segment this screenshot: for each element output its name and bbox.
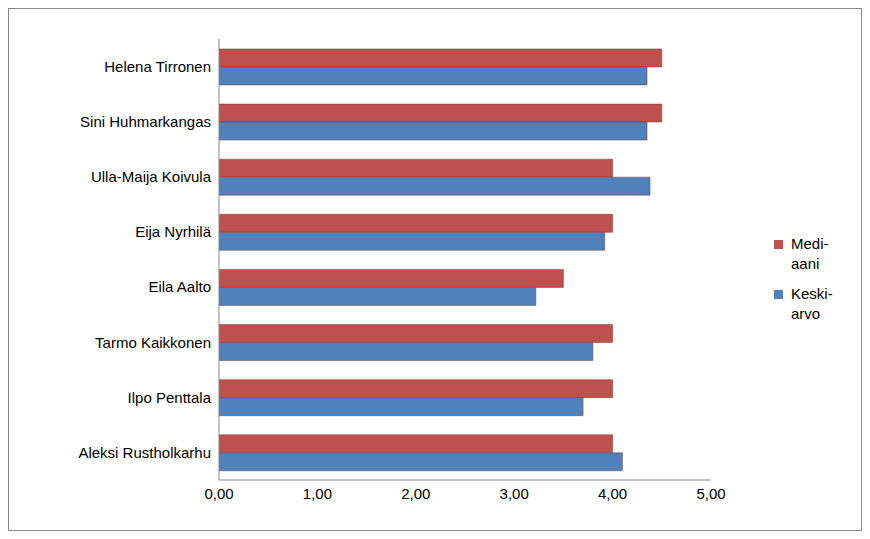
svg-text:2,00: 2,00 [401,485,430,502]
svg-text:4,00: 4,00 [598,485,627,502]
html-text:Keski-: Keski- [791,285,833,302]
svg-text:Eila Aalto: Eila Aalto [148,278,211,295]
svg-text:Ilpo Penttala: Ilpo Penttala [128,389,212,406]
html-text:aani: aani [791,255,820,272]
svg-text:Helena Tirronen: Helena Tirronen [104,58,211,75]
html-text:Medi-: Medi- [791,235,829,252]
svg-text:Sini Huhmarkangas: Sini Huhmarkangas [80,113,211,130]
svg-text:Ulla-Maija Koivula: Ulla-Maija Koivula [91,168,212,185]
svg-text:1,00: 1,00 [303,485,332,502]
html-text:arvo: arvo [791,305,821,322]
svg-text:Aleksi Rustholkarhu: Aleksi Rustholkarhu [78,444,211,461]
svg-text:Eija Nyrhilä: Eija Nyrhilä [135,223,212,240]
svg-text:Tarmo Kaikkonen: Tarmo Kaikkonen [95,334,211,351]
svg-text:0,00: 0,00 [204,485,233,502]
svg-text:3,00: 3,00 [500,485,529,502]
svg-text:5,00: 5,00 [696,485,725,502]
